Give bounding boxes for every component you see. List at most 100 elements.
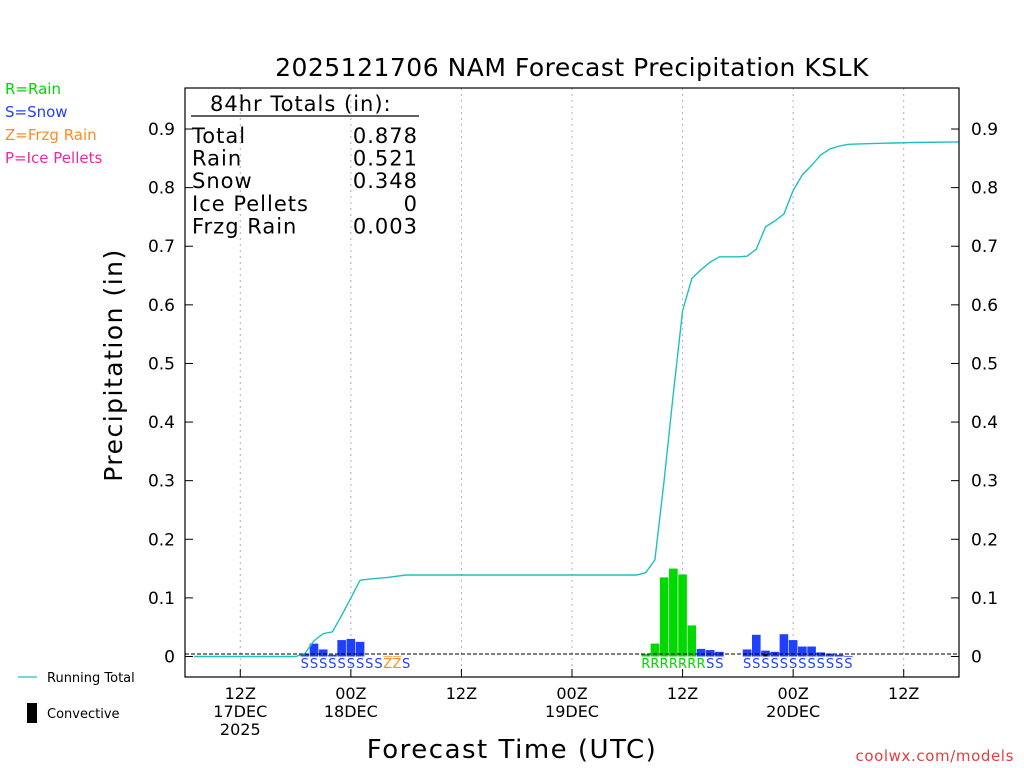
- y-tick-label-right: 0.5: [971, 354, 998, 374]
- precip-type-letter: S: [319, 657, 327, 672]
- precip-bar-snow: [788, 640, 798, 657]
- y-tick-label-left: 0.4: [148, 413, 175, 433]
- precip-bar-snow: [816, 652, 826, 657]
- precip-type-letter: S: [798, 657, 806, 672]
- precip-type-letter: R: [696, 657, 705, 672]
- precip-type-letter: S: [844, 657, 852, 672]
- precip-type-letter: S: [780, 657, 788, 672]
- y-tick-label-right: 0.3: [971, 472, 998, 492]
- x-tick-label: 12Z: [446, 684, 477, 703]
- precip-bar-snow: [798, 646, 807, 657]
- x-tick-label: 12Z: [888, 684, 919, 703]
- precip-bar-snow: [761, 650, 770, 657]
- precip-type-letter: S: [826, 657, 834, 672]
- precip-type-letter: Z: [392, 657, 401, 672]
- precip-type-letter: S: [752, 657, 760, 672]
- precip-type-letter: S: [301, 657, 309, 672]
- y-axis-left: 0 0.1 0.2 0.3 0.4 0.5 0.6 0.7 0.8 0.9: [148, 120, 193, 667]
- precip-bar-rain: [687, 625, 697, 657]
- precip-bar-snow: [328, 654, 337, 657]
- totals-header: 84hr Totals (in):: [210, 92, 392, 116]
- precip-bar-snow: [834, 654, 844, 657]
- precip-bar-rain: [650, 643, 660, 657]
- y-tick-label-right: 0.1: [971, 589, 998, 609]
- precip-type-letter: Z: [383, 657, 392, 672]
- precip-bar-snow: [751, 634, 761, 657]
- x-tick-label: 17DEC: [213, 702, 267, 721]
- totals-row-value: 0.003: [353, 214, 418, 238]
- legend-ice-pellets: P=Ice Pellets: [5, 149, 103, 167]
- convective-bar: [763, 654, 768, 657]
- precip-bar-rain: [669, 568, 678, 657]
- precip-type-letter: R: [650, 657, 659, 672]
- y-tick-label-right: 0.4: [971, 413, 998, 433]
- precip-bar-frzg: [383, 655, 393, 657]
- precip-type-letter: S: [338, 657, 346, 672]
- precip-bar-snow: [705, 650, 715, 657]
- x-tick-label: 12Z: [667, 684, 698, 703]
- y-tick-label-right: 0.6: [971, 296, 998, 316]
- precip-type-letter: S: [402, 657, 410, 672]
- y-tick-label-left: 0.2: [148, 530, 175, 550]
- precip-type-letter: S: [743, 657, 751, 672]
- running-total-line: [194, 141, 960, 658]
- precip-type-letter: R: [669, 657, 678, 672]
- y-tick-label-right: 0.8: [971, 179, 998, 199]
- y-tick-label-right: 0.9: [971, 120, 998, 140]
- totals-row-label: Ice Pellets: [192, 192, 309, 216]
- precip-bar-snow: [825, 653, 835, 657]
- legend-rain: R=Rain: [5, 80, 61, 98]
- totals-row-value: 0.878: [353, 124, 418, 148]
- chart-title: 2025121706 NAM Forecast Precipitation KS…: [275, 53, 869, 82]
- precip-bar-snow: [807, 646, 816, 657]
- precip-bar-snow: [844, 655, 853, 657]
- precip-bar-rain: [641, 654, 651, 657]
- y-tick-label-right: 0.7: [971, 237, 998, 257]
- precip-bar-snow: [309, 643, 319, 657]
- running-total-layer: [194, 141, 960, 658]
- x-tick-label: 19DEC: [545, 702, 599, 721]
- y-axis-right: 0 0.1 0.2 0.3 0.4 0.5 0.6 0.7 0.8 0.9: [951, 120, 998, 667]
- precip-type-letter: S: [817, 657, 825, 672]
- precip-type-letter: S: [310, 657, 318, 672]
- precip-type-letter: S: [374, 657, 382, 672]
- precip-bar-snow: [337, 640, 346, 657]
- precip-type-letter: S: [835, 657, 843, 672]
- y-tick-label-left: 0.3: [148, 472, 175, 492]
- totals-row-value: 0.348: [353, 169, 418, 193]
- x-tick-label: 12Z: [225, 684, 256, 703]
- y-tick-label-left: 0.6: [148, 296, 175, 316]
- legend-convective: Convective: [47, 707, 120, 722]
- precip-type-letter: S: [771, 657, 779, 672]
- precip-bar-snow: [779, 634, 789, 657]
- x-tick-label: 00Z: [335, 684, 366, 703]
- totals-row-label: Rain: [192, 147, 242, 171]
- precip-bar-snow: [346, 638, 356, 657]
- legend-snow: S=Snow: [5, 103, 68, 121]
- y-tick-label-left: 0.5: [148, 354, 175, 374]
- legend-convective-swatch: [27, 703, 37, 723]
- precip-type-letter: S: [761, 657, 769, 672]
- totals-row-label: Snow: [192, 169, 253, 193]
- precip-type-letter: R: [687, 657, 696, 672]
- y-tick-label-left: 0: [164, 647, 175, 667]
- grid-lines: [239, 88, 905, 677]
- precip-type-letter: S: [328, 657, 336, 672]
- precip-type-letter: S: [706, 657, 714, 672]
- precip-type-letter: R: [678, 657, 687, 672]
- x-tick-label: 18DEC: [324, 702, 378, 721]
- watermark: coolwx.com/models: [856, 747, 1015, 765]
- y-tick-label-left: 0.9: [148, 120, 175, 140]
- precip-bar-rain: [659, 577, 669, 657]
- precip-type-letter: R: [641, 657, 650, 672]
- y-tick-label-right: 0: [971, 647, 982, 667]
- precip-type-letter: S: [807, 657, 815, 672]
- x-tick-label: 00Z: [556, 684, 587, 703]
- y-tick-label-left: 0.8: [148, 179, 175, 199]
- precip-bar-snow: [355, 641, 365, 657]
- totals-row-value: 0.521: [353, 147, 418, 171]
- x-tick-label: 20DEC: [766, 702, 820, 721]
- precip-type-letter: S: [715, 657, 723, 672]
